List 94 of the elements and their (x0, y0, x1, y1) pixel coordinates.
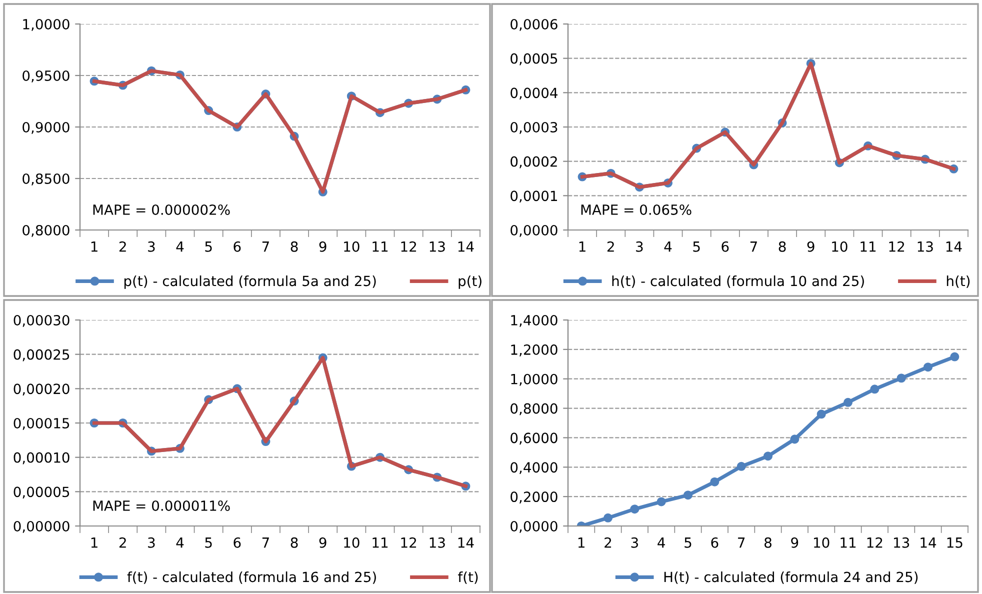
annotation: MAPE = 0.065% (581, 204, 692, 215)
x-tick-label: 7 (262, 538, 269, 548)
x-tick-label: 4 (176, 538, 184, 548)
legend-label: h(t) (946, 275, 970, 288)
x-tick-label: 15 (947, 538, 962, 548)
x-tick-label: 7 (262, 242, 269, 252)
x-tick-label: 1 (579, 242, 586, 252)
annotation: MAPE = 0.000002% (93, 204, 230, 215)
y-tick-label: 0,00025 (14, 349, 70, 362)
x-tick-label: 12 (401, 537, 416, 548)
legend-label: f(t) - calculated (formula 16 and 25) (127, 571, 376, 584)
y-tick-label: 1,4000 (511, 314, 558, 327)
y-tick-label: 0,0000 (510, 520, 558, 533)
y-tick-label: 0,4000 (510, 462, 558, 474)
y-tick-label: 1,0000 (23, 18, 70, 31)
x-tick-label: 2 (119, 537, 126, 548)
y-tick-label: 0,0006 (510, 18, 558, 31)
x-tick-label: 12 (867, 537, 882, 548)
y-tick-label: 0,00015 (14, 418, 70, 430)
x-tick-label: 5 (693, 242, 700, 252)
y-tick-label: 0,0004 (510, 88, 558, 100)
x-tick-label: 14 (946, 242, 962, 252)
y-tick-label: 0,8000 (510, 403, 558, 416)
y-tick-label: 0,00030 (14, 314, 70, 327)
x-tick-label: 5 (205, 538, 212, 548)
x-tick-label: 2 (607, 241, 614, 252)
y-tick-label: 0,0002 (510, 156, 557, 168)
x-tick-label: 14 (920, 538, 936, 548)
y-tick-label: 0,0001 (510, 190, 557, 203)
legend-label: f(t) (458, 571, 478, 584)
x-tick-label: 8 (778, 241, 786, 252)
x-tick-label: 4 (176, 242, 184, 252)
y-tick-label: 0,0000 (510, 224, 558, 237)
x-tick-label: 9 (319, 537, 326, 548)
y-tick-label: 0,6000 (510, 432, 558, 445)
y-tick-label: 0,9000 (22, 122, 70, 134)
x-tick-label: 9 (791, 537, 798, 548)
x-tick-label: 14 (458, 242, 474, 252)
x-tick-label: 11 (372, 538, 388, 548)
x-tick-label: 8 (764, 537, 772, 548)
x-tick-label: 3 (148, 241, 155, 252)
x-tick-label: 5 (205, 242, 212, 252)
annotation: MAPE = 0.000011% (93, 500, 230, 511)
y-tick-label: 0,00010 (14, 452, 70, 464)
legend-label: H(t) - calculated (formula 24 and 25) (664, 571, 918, 584)
x-tick-label: 11 (860, 242, 876, 252)
y-tick-label: 0,8500 (22, 173, 70, 186)
x-tick-label: 7 (738, 538, 745, 548)
x-tick-label: 6 (711, 537, 718, 548)
y-tick-label: 1,2000 (511, 344, 558, 356)
y-tick-label: 1,0000 (511, 374, 558, 386)
legend-label: h(t) - calculated (formula 10 and 25) (612, 275, 864, 288)
legend-label: p(t) (458, 275, 482, 289)
x-tick-label: 13 (918, 241, 933, 252)
y-tick-label: 0,00005 (14, 486, 70, 499)
x-tick-label: 13 (430, 241, 445, 252)
x-tick-label: 1 (91, 242, 98, 252)
x-tick-label: 13 (430, 537, 445, 548)
x-tick-label: 8 (290, 537, 298, 548)
x-tick-label: 6 (234, 241, 241, 252)
x-tick-label: 10 (344, 537, 360, 548)
x-tick-label: 3 (631, 537, 638, 548)
y-tick-label: 0,8000 (22, 224, 70, 237)
x-tick-label: 13 (894, 537, 910, 548)
x-tick-label: 12 (889, 241, 904, 252)
x-tick-label: 10 (344, 241, 360, 252)
x-tick-label: 4 (664, 242, 672, 252)
x-tick-label: 2 (604, 537, 612, 548)
x-tick-label: 3 (148, 537, 155, 548)
x-tick-label: 5 (684, 538, 692, 548)
x-tick-label: 10 (814, 537, 830, 548)
x-tick-label: 2 (119, 241, 126, 252)
legend-label: p(t) - calculated (formula 5a and 25) (124, 275, 376, 289)
x-tick-label: 1 (91, 538, 98, 548)
x-tick-label: 6 (234, 537, 241, 548)
y-tick-label: 0,00020 (14, 384, 70, 396)
x-tick-label: 11 (840, 538, 856, 548)
x-tick-label: 6 (722, 241, 729, 252)
x-tick-label: 8 (290, 241, 298, 252)
y-tick-label: 0,2000 (510, 492, 558, 504)
y-tick-label: 0,0005 (510, 53, 558, 66)
x-tick-label: 9 (319, 241, 326, 252)
y-tick-label: 0,0003 (510, 122, 558, 134)
x-tick-label: 14 (458, 538, 474, 548)
x-tick-label: 10 (832, 241, 848, 252)
x-tick-label: 4 (658, 538, 665, 548)
x-tick-label: 1 (578, 538, 584, 548)
y-tick-label: 0,9500 (22, 70, 70, 82)
x-tick-label: 3 (636, 241, 643, 252)
x-tick-label: 12 (401, 241, 416, 252)
x-tick-label: 11 (372, 242, 388, 252)
y-tick-label: 0,00000 (14, 520, 70, 533)
x-tick-label: 9 (807, 241, 814, 252)
x-tick-label: 7 (750, 242, 757, 252)
